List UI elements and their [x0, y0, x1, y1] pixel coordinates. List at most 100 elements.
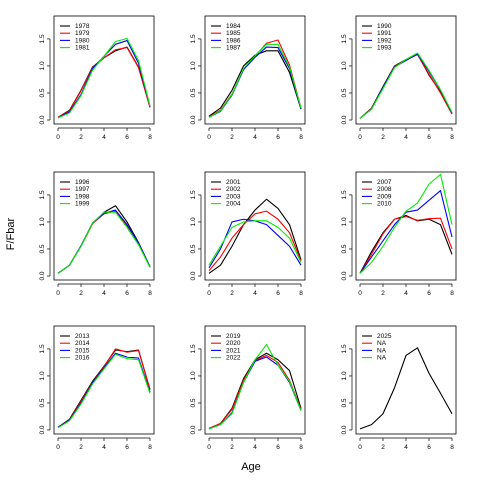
x-tick-label: 0 [207, 290, 211, 297]
legend-label: 1981 [75, 45, 90, 52]
x-tick-label: 0 [358, 444, 362, 451]
series-line-1979 [57, 47, 151, 118]
x-tick-label: 8 [148, 290, 152, 297]
legend-label: 2003 [226, 193, 241, 200]
y-tick-label: 1.5 [190, 34, 197, 43]
y-tick-label: 0.5 [190, 244, 197, 253]
y-tick-label: 0.5 [39, 244, 46, 253]
legend-label: 1993 [377, 45, 392, 52]
x-tick-label: 0 [358, 134, 362, 141]
legend-label: 1980 [75, 37, 90, 44]
legend-label: NA [377, 340, 387, 347]
series-line-2016 [57, 353, 151, 429]
y-tick-label: 0.0 [341, 271, 348, 280]
series-line-2020 [208, 354, 302, 429]
y-tick-label: 1.5 [39, 190, 46, 199]
series-line-2014 [57, 348, 151, 428]
series-line-2025 [359, 347, 453, 430]
x-tick-label: 8 [148, 134, 152, 141]
y-tick-label: 1.5 [341, 344, 348, 353]
legend-label: 2016 [75, 355, 90, 362]
plot-frame [53, 15, 155, 125]
x-tick-label: 2 [79, 290, 83, 297]
plot-frame [53, 171, 155, 281]
x-tick-label: 6 [276, 290, 280, 297]
series-line-1993 [359, 52, 453, 119]
y-tick-label: 1.0 [341, 217, 348, 226]
x-tick-label: 0 [207, 134, 211, 141]
y-tick-label: 1.0 [341, 61, 348, 70]
y-tick-label: 0.0 [39, 115, 46, 124]
x-tick-label: 8 [299, 290, 303, 297]
plot-frame [204, 325, 306, 435]
legend-label: 1991 [377, 30, 392, 37]
legend-label: 2004 [226, 201, 241, 208]
series-line-1987 [208, 43, 302, 118]
y-tick-label: 1.0 [39, 371, 46, 380]
y-tick-label: 0.0 [341, 115, 348, 124]
legend-label: 1979 [75, 30, 90, 37]
x-tick-label: 4 [102, 290, 106, 297]
x-tick-label: 8 [299, 134, 303, 141]
x-tick-label: 8 [450, 134, 454, 141]
y-tick-label: 1.5 [190, 344, 197, 353]
x-tick-label: 6 [276, 444, 280, 451]
y-tick-label: 0.0 [190, 271, 197, 280]
legend-label: 1984 [226, 23, 241, 30]
y-tick-label: 1.0 [341, 371, 348, 380]
y-tick-label: 0.0 [190, 425, 197, 434]
plot-frame [204, 171, 306, 281]
x-tick-label: 6 [427, 290, 431, 297]
x-tick-label: 2 [230, 290, 234, 297]
x-tick-label: 4 [404, 290, 408, 297]
legend-label: NA [377, 355, 387, 362]
y-tick-label: 0.5 [39, 398, 46, 407]
legend-label: 2001 [226, 179, 241, 186]
x-tick-label: 0 [207, 444, 211, 451]
series-line-2022 [208, 344, 302, 430]
series-line-1999 [57, 211, 151, 274]
legend-label: 2008 [377, 186, 392, 193]
y-tick-label: 1.0 [39, 61, 46, 70]
y-tick-label: 1.5 [39, 34, 46, 43]
x-tick-label: 2 [381, 444, 385, 451]
series-line-2007 [359, 214, 453, 274]
y-tick-label: 1.0 [190, 61, 197, 70]
legend-label: 1985 [226, 30, 241, 37]
legend-label: 2010 [377, 201, 392, 208]
x-tick-label: 8 [148, 444, 152, 451]
legend-label: 1997 [75, 186, 90, 193]
x-tick-label: 0 [56, 134, 60, 141]
y-tick-label: 1.0 [39, 217, 46, 226]
x-tick-label: 4 [404, 134, 408, 141]
legend-label: 1999 [75, 201, 90, 208]
plot-frame [53, 325, 155, 435]
y-tick-label: 1.0 [190, 217, 197, 226]
x-tick-label: 6 [125, 290, 129, 297]
x-tick-label: 4 [102, 444, 106, 451]
legend-label: 1998 [75, 193, 90, 200]
legend-label: 2025 [377, 333, 392, 340]
y-tick-label: 0.5 [39, 88, 46, 97]
y-tick-label: 1.5 [190, 190, 197, 199]
y-tick-label: 0.0 [341, 425, 348, 434]
x-tick-label: 0 [56, 290, 60, 297]
y-tick-label: 1.0 [190, 371, 197, 380]
series-line-2001 [208, 198, 302, 274]
legend-label: NA [377, 347, 387, 354]
x-tick-label: 4 [253, 290, 257, 297]
series-line-2019 [208, 352, 302, 429]
x-tick-label: 4 [404, 444, 408, 451]
y-tick-label: 0.5 [190, 398, 197, 407]
x-tick-label: 8 [450, 290, 454, 297]
series-line-2008 [359, 215, 453, 274]
x-tick-label: 6 [276, 134, 280, 141]
x-tick-label: 8 [299, 444, 303, 451]
